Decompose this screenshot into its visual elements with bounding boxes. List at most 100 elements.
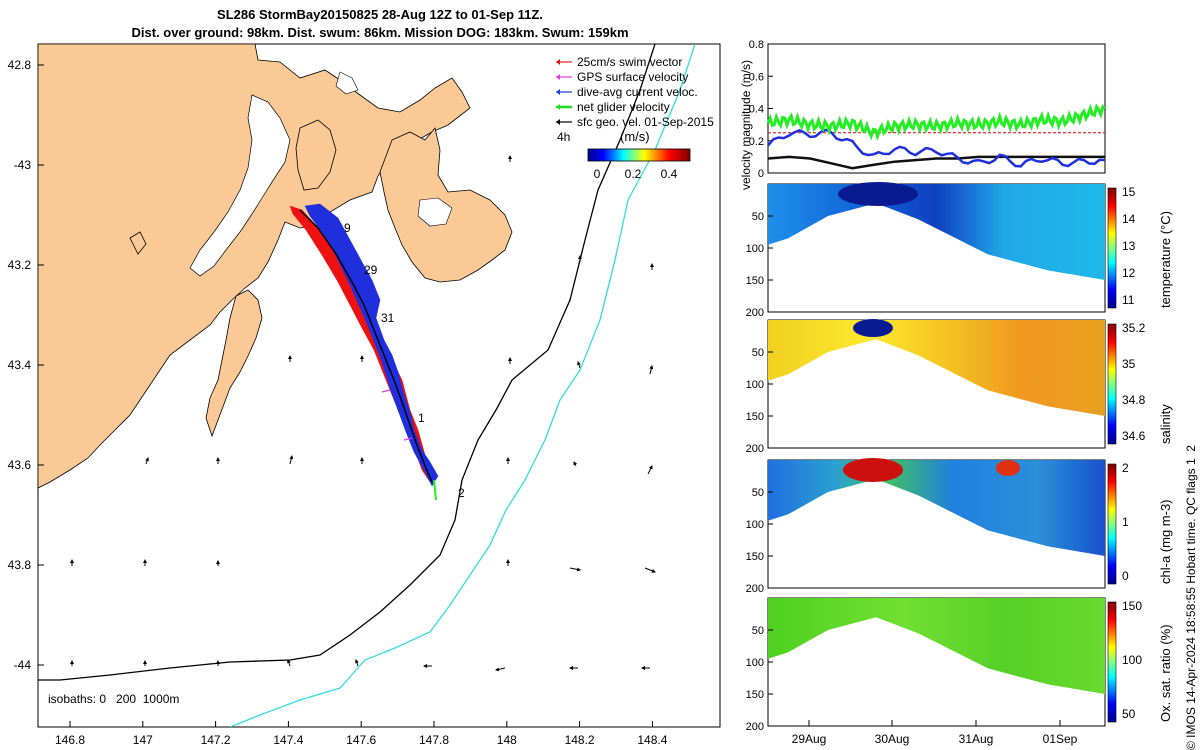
net-velocity-arrow: [433, 479, 437, 501]
section-colorbar-label: salinity: [1158, 404, 1173, 444]
time-axis-ticks: 29Aug 30Aug 31Aug 01Sep: [792, 720, 1078, 746]
track-day-label-1: 9: [344, 221, 351, 235]
depth-tick-label: 200: [746, 583, 764, 595]
velocity-ylabel: velocity magnitude (m/s): [740, 60, 753, 190]
map-x-tick-label: 147.6: [346, 733, 376, 747]
figure-title-line2: Dist. over ground: 98km. Dist. swum: 86k…: [131, 25, 629, 40]
map-y-ticks: 42.8 -43 43.2 43.4 43.6 43.8 -44: [8, 58, 44, 672]
map-x-tick-label: 147.8: [419, 733, 449, 747]
map-panel: 9 29 31 1 2 146.8 147 147.2 147.4 147.6 147.8…: [8, 43, 721, 747]
section-fresh-patch: [853, 319, 893, 337]
map-x-tick-label: 147.4: [273, 733, 303, 747]
colorbar-tick-label: 0: [1122, 569, 1129, 583]
colorbar-tick-label: 35: [1122, 357, 1136, 371]
velocity-series-current: [767, 128, 1106, 168]
inlet-east: [417, 197, 453, 227]
depth-tick-label: 150: [746, 689, 764, 701]
section-cold-patch: [838, 182, 918, 206]
section-colorbar: [1107, 323, 1117, 445]
depth-tick-label: 100: [746, 243, 764, 255]
legend-arrowhead: [556, 89, 560, 95]
section-colorbar: [1107, 601, 1117, 723]
colorbar-prefix: 4h: [557, 130, 570, 144]
gps-velocity-marks: [381, 389, 413, 441]
map-y-tick-label: 43.6: [8, 458, 32, 472]
depth-tick-label: 50: [752, 487, 764, 499]
map-y-tick-label: 43.2: [8, 258, 32, 272]
land-bruny: [205, 289, 263, 438]
colorbar-tick-label: 50: [1122, 707, 1136, 721]
section-colorbar: [1107, 463, 1117, 585]
side-credit: © IMOS 14-Apr-2024 18:58:55 Hobart time.…: [1184, 445, 1198, 750]
depth-tick-label: 150: [746, 411, 764, 423]
map-x-tick-label: 146.8: [55, 733, 85, 747]
section-data-field: [768, 320, 1105, 416]
colorbar-unit: (m/s): [620, 129, 650, 144]
colorbar-tick-label: 12: [1122, 266, 1136, 280]
figure-title-line1: SL286 StormBay20150825 28-Aug 12Z to 01-…: [217, 7, 543, 22]
colorbar-tick-1: 0.2: [625, 167, 642, 181]
velocity-y-tick-label: 0.8: [749, 39, 764, 51]
section-colorbar-label: temperature (°C): [1158, 211, 1173, 308]
depth-tick-label: 100: [746, 519, 764, 531]
colorbar-tick-label: 11: [1122, 293, 1135, 307]
depth-tick-label: 150: [746, 275, 764, 287]
time-tick-label: 30Aug: [875, 732, 910, 746]
depth-tick-label: 100: [746, 657, 764, 669]
section-data-field: [768, 460, 1105, 556]
colorbar-tick-label: 150: [1122, 599, 1142, 613]
depth-tick-label: 200: [746, 443, 764, 455]
legend-arrowhead: [556, 119, 560, 125]
section-colorbar-label: chl-a (mg m-3): [1158, 499, 1173, 584]
map-x-tick-label: 147: [133, 733, 153, 747]
time-tick-label: 29Aug: [792, 732, 827, 746]
isobaths-label: isobaths: 0 200 1000m: [48, 692, 179, 706]
depth-tick-label: 50: [752, 211, 764, 223]
colorbar-tick-label: 2: [1122, 461, 1129, 475]
colorbar-tick-label: 13: [1122, 239, 1136, 253]
map-y-tick-label: 43.8: [8, 558, 32, 572]
track-day-label-4: 1: [418, 411, 425, 425]
colorbar-tick-2: 0.4: [661, 167, 678, 181]
section-bloom-patch-2: [996, 460, 1020, 476]
depth-tick-label: 200: [746, 307, 764, 319]
section-colorbar-label: Ox. sat. ratio (%): [1158, 624, 1173, 722]
colorbar-tick-label: 35.2: [1122, 321, 1146, 335]
section-data-field: [768, 184, 1105, 280]
depth-tick-label: 50: [752, 347, 764, 359]
map-x-tick-label: 148: [497, 733, 517, 747]
velocity-panel: 0 0.2 0.4 0.6 0.8 velocity magnitude (m/s): [740, 39, 1106, 190]
depth-tick-label: 50: [752, 625, 764, 637]
legend-label: dive-avg current veloc.: [577, 85, 698, 99]
velocity-series: [766, 103, 1106, 170]
glider-track-line: [299, 209, 433, 483]
map-x-tick-label: 147.2: [201, 733, 231, 747]
section-panel-salinity: 50100150200Depth (m)35.23534.834.6salini…: [746, 319, 1173, 455]
velocity-series-geo: [767, 155, 1105, 170]
legend-label: net glider velocity: [577, 100, 670, 114]
depth-tick-label: 200: [746, 721, 764, 733]
velocity-series-net: [766, 103, 1106, 141]
colorbar-tick-label: 1: [1122, 515, 1129, 529]
depth-tick-label: 100: [746, 379, 764, 391]
velocity-y-tick-label: 0.2: [749, 136, 764, 148]
map-y-tick-label: 42.8: [8, 58, 32, 72]
colorbar-tick-label: 34.8: [1122, 393, 1146, 407]
map-x-tick-label: 148.2: [565, 733, 595, 747]
legend-arrowhead: [556, 59, 560, 65]
velocity-y-ticks: 0 0.2 0.4 0.6 0.8: [749, 39, 773, 180]
colorbar-tick-label: 100: [1122, 653, 1142, 667]
section-bloom-patch: [843, 458, 903, 482]
dive-current-band: [304, 203, 439, 487]
velocity-y-tick-label: 0.4: [749, 104, 764, 116]
land-islet: [129, 231, 147, 255]
isobath-200m: [38, 44, 656, 681]
section-data-field: [768, 598, 1105, 694]
map-x-tick-label: 148.4: [637, 733, 667, 747]
land-island-north: [295, 119, 337, 191]
geo-velocity-arrows: [70, 155, 656, 672]
colorbar-tick-0: 0: [594, 167, 601, 181]
track-day-label-5: 2: [458, 486, 465, 500]
